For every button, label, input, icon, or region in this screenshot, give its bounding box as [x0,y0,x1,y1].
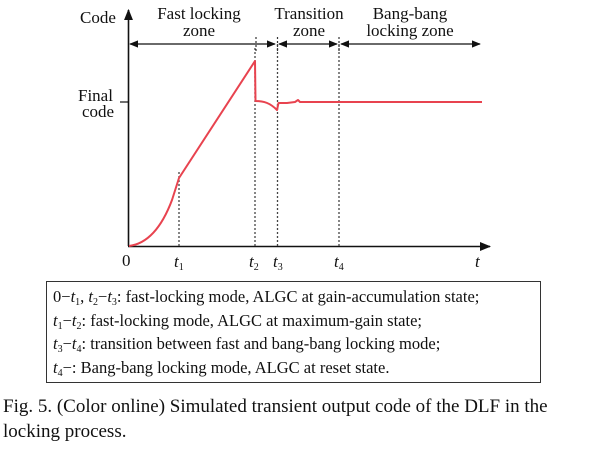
legend-row-3: t3−t4: transition between fast and bang-… [53,334,441,355]
t3-label: t3 [273,252,283,273]
legend-row-1: 0−t1, t2−t3: fast-locking mode, ALGC at … [53,287,480,308]
origin-label: 0 [122,251,131,270]
legend-row-2: t1−t2: fast-locking mode, ALGC at maximu… [53,310,422,332]
final-code-label-1: Final [78,86,113,105]
zone-label-fast: Fast locking zone [157,4,241,40]
final-code-label-2: code [82,102,115,121]
legend-row-4: t4−: Bang-bang locking mode, ALGC at res… [53,357,390,379]
zone-label-bangbang: Bang-bang locking zone [366,4,454,40]
x-axis-label: t [475,252,480,271]
output-code-curve [128,60,482,247]
legend-box: 0−t1, t2−t3: fast-locking mode, ALGC at … [46,281,541,383]
y-axis-label: Code [80,8,116,27]
t1-label: t1 [174,252,184,273]
t4-label: t4 [334,252,344,273]
t2-label: t2 [249,252,259,273]
zone-label-transition: Transition zone [274,4,344,40]
figure-caption: Fig. 5. (Color online) Simulated transie… [3,396,548,442]
